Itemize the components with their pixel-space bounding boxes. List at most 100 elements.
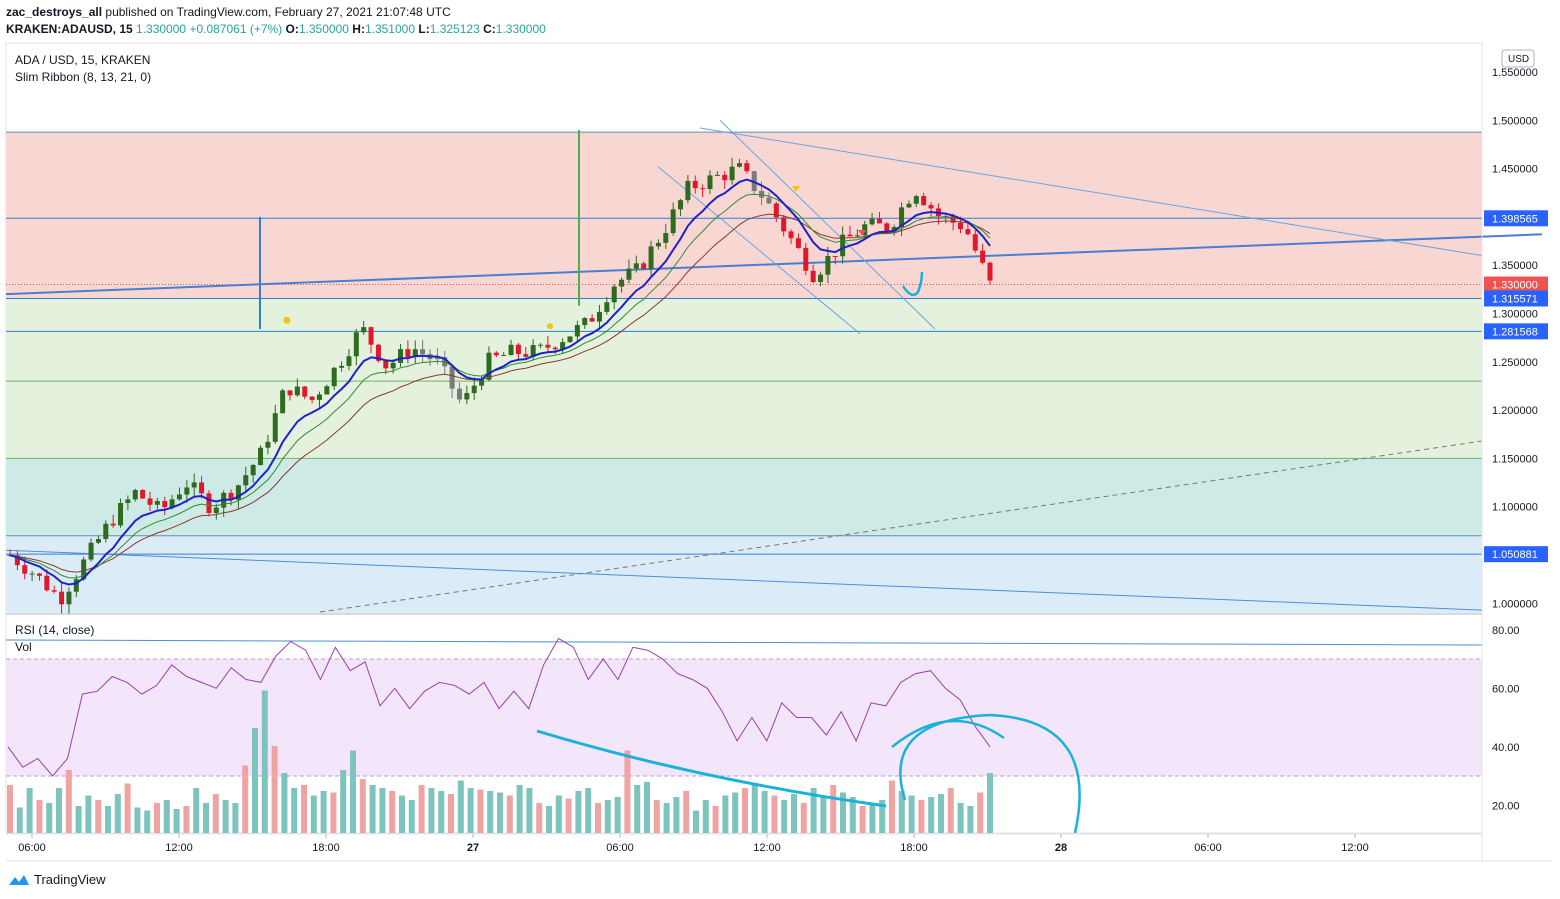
currency-box[interactable] <box>1501 49 1535 68</box>
candle[interactable] <box>140 490 146 499</box>
candle[interactable] <box>958 222 964 230</box>
candle[interactable] <box>641 263 647 269</box>
candle[interactable] <box>862 224 868 236</box>
candle[interactable] <box>353 332 359 357</box>
candle[interactable] <box>464 393 470 400</box>
candle[interactable] <box>73 579 79 592</box>
candle[interactable] <box>840 234 846 257</box>
candle[interactable] <box>891 227 897 231</box>
candle[interactable] <box>324 386 330 395</box>
candle[interactable] <box>456 388 462 400</box>
candle[interactable] <box>36 573 42 576</box>
candle[interactable] <box>110 523 116 526</box>
candle[interactable] <box>420 349 426 355</box>
channel-line[interactable] <box>719 119 936 330</box>
candle[interactable] <box>95 538 101 543</box>
candle[interactable] <box>398 349 404 363</box>
candle[interactable] <box>530 345 536 357</box>
candle[interactable] <box>331 367 337 387</box>
candle[interactable] <box>818 274 824 283</box>
candle[interactable] <box>552 347 558 350</box>
candle[interactable] <box>619 279 625 287</box>
publisher-name[interactable]: zac_destroys_all <box>6 5 103 19</box>
candle[interactable] <box>154 501 160 505</box>
candle[interactable] <box>795 238 801 248</box>
candle[interactable] <box>781 217 787 232</box>
candle[interactable] <box>302 386 308 397</box>
candle[interactable] <box>471 385 477 394</box>
rsi-line[interactable] <box>7 637 991 777</box>
candle[interactable] <box>280 390 286 414</box>
candle[interactable] <box>14 555 20 566</box>
candle[interactable] <box>176 494 182 500</box>
candle[interactable] <box>213 507 219 514</box>
candle[interactable] <box>965 229 971 235</box>
ribbon-legend[interactable]: Slim Ribbon (8, 13, 21, 0) <box>15 70 152 84</box>
candle[interactable] <box>162 501 168 508</box>
candle[interactable] <box>707 175 713 190</box>
candle[interactable] <box>596 311 602 322</box>
candle[interactable] <box>22 565 28 574</box>
candle[interactable] <box>184 487 190 495</box>
candle[interactable] <box>825 255 831 275</box>
candle[interactable] <box>980 250 986 263</box>
candle[interactable] <box>346 356 352 366</box>
candle[interactable] <box>648 246 654 269</box>
candle[interactable] <box>228 492 234 500</box>
candle[interactable] <box>81 559 87 580</box>
candle[interactable] <box>51 590 57 592</box>
candle[interactable] <box>206 493 212 514</box>
candle[interactable] <box>486 352 492 380</box>
candle[interactable] <box>243 475 249 486</box>
candle[interactable] <box>678 200 684 210</box>
vol-legend[interactable]: Vol <box>15 640 32 654</box>
candle[interactable] <box>501 355 507 357</box>
candle[interactable] <box>736 163 742 167</box>
candle[interactable] <box>316 394 322 400</box>
candle[interactable] <box>766 197 772 204</box>
candle[interactable] <box>272 413 278 442</box>
candle[interactable] <box>493 352 499 356</box>
candle[interactable] <box>405 349 411 358</box>
candle[interactable] <box>375 344 381 361</box>
candle[interactable] <box>950 216 956 223</box>
candle[interactable] <box>361 327 367 333</box>
candle[interactable] <box>191 482 197 488</box>
candle[interactable] <box>479 379 485 386</box>
candle[interactable] <box>118 502 124 526</box>
candle[interactable] <box>987 262 993 281</box>
trendline[interactable] <box>5 549 1483 611</box>
candle[interactable] <box>309 396 315 400</box>
candle[interactable] <box>560 342 566 350</box>
series-legend[interactable]: ADA / USD, 15, KRAKEN <box>15 53 151 67</box>
candle[interactable] <box>670 209 676 234</box>
candle[interactable] <box>294 386 300 396</box>
hand-drawn-line[interactable] <box>536 729 887 808</box>
candle[interactable] <box>714 174 720 176</box>
hand-drawn-check[interactable] <box>901 271 924 297</box>
candle[interactable] <box>832 255 838 257</box>
candle[interactable] <box>250 465 256 476</box>
candle[interactable] <box>88 542 94 560</box>
candle[interactable] <box>567 336 573 343</box>
candle[interactable] <box>29 573 35 575</box>
trendline[interactable] <box>699 127 1483 257</box>
candle[interactable] <box>759 190 765 198</box>
candle[interactable] <box>44 575 50 591</box>
candle[interactable] <box>390 362 396 369</box>
candle[interactable] <box>132 490 138 500</box>
trendline[interactable] <box>5 233 1543 296</box>
candle[interactable] <box>434 357 440 360</box>
candle[interactable] <box>744 163 750 172</box>
candle[interactable] <box>663 233 669 243</box>
candle[interactable] <box>869 218 875 225</box>
candle[interactable] <box>700 188 706 190</box>
candle[interactable] <box>884 223 890 231</box>
candle[interactable] <box>722 174 728 181</box>
candle[interactable] <box>729 166 735 181</box>
candle[interactable] <box>604 302 610 312</box>
candle[interactable] <box>773 203 779 218</box>
candle[interactable] <box>574 325 580 337</box>
channel-line[interactable] <box>657 166 861 335</box>
candle[interactable] <box>906 203 912 208</box>
